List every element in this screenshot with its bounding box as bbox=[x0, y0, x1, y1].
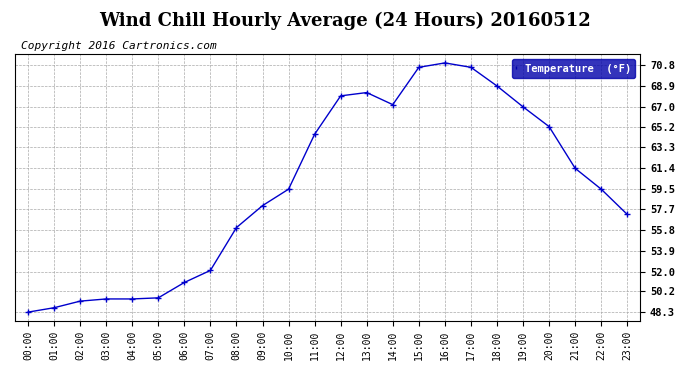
Text: Wind Chill Hourly Average (24 Hours) 20160512: Wind Chill Hourly Average (24 Hours) 201… bbox=[99, 11, 591, 30]
Legend: Temperature  (°F): Temperature (°F) bbox=[512, 59, 635, 78]
Text: Copyright 2016 Cartronics.com: Copyright 2016 Cartronics.com bbox=[21, 42, 217, 51]
